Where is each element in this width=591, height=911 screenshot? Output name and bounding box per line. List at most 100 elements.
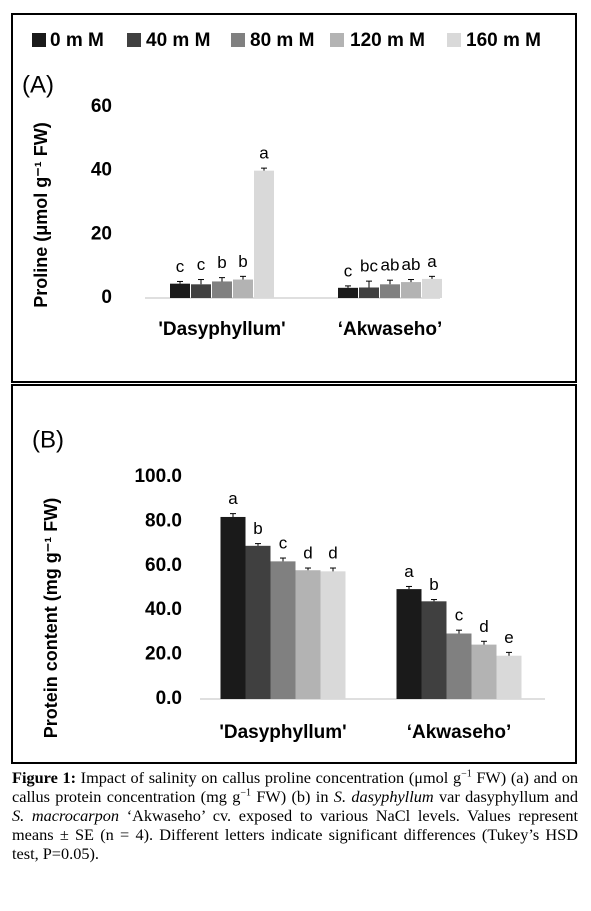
y-tick-label: 60.0 xyxy=(145,555,182,576)
bar xyxy=(270,561,296,699)
error-bar xyxy=(345,285,351,288)
significance-letter: b xyxy=(217,253,226,272)
significance-letter: ab xyxy=(381,256,400,275)
legend-label: 80 m M xyxy=(250,30,314,51)
panel-frame xyxy=(11,13,577,383)
legend-swatch xyxy=(32,33,46,47)
caption-text: S. macrocarpon xyxy=(12,806,120,825)
bar xyxy=(320,571,346,699)
significance-letter: b xyxy=(238,252,247,271)
y-tick-label: 60 xyxy=(91,96,112,117)
significance-letter: a xyxy=(228,489,238,508)
significance-letter: d xyxy=(479,617,488,636)
error-bar xyxy=(431,599,437,602)
bar xyxy=(359,287,379,298)
error-bar xyxy=(456,629,462,634)
bar xyxy=(496,655,522,699)
legend-label: 160 m M xyxy=(466,30,541,51)
significance-letter: bc xyxy=(360,257,378,276)
x-tick-label: ‘Akwaseho’ xyxy=(338,319,443,340)
error-bar xyxy=(255,543,261,546)
y-tick-label: 20 xyxy=(91,223,112,244)
y-tick-label: 40 xyxy=(91,160,112,181)
error-bar xyxy=(330,567,336,572)
significance-letter: a xyxy=(259,144,269,163)
caption-text: −1 xyxy=(240,787,251,799)
caption-text: S. dasyphyllum xyxy=(333,787,434,806)
legend-swatch xyxy=(330,33,344,47)
bar xyxy=(233,279,253,298)
caption-text: FW) (b) in xyxy=(251,787,334,806)
bar xyxy=(212,281,232,298)
significance-letter: c xyxy=(344,261,353,280)
error-bar xyxy=(481,640,487,645)
y-tick-label: 40.0 xyxy=(145,599,182,620)
error-bar xyxy=(261,167,267,171)
legend-swatch xyxy=(447,33,461,47)
legend-label: 0 m M xyxy=(50,30,104,51)
x-tick-label: 'Dasyphyllum' xyxy=(158,319,285,340)
panel-frame xyxy=(11,384,577,764)
caption-text: Figure 1: xyxy=(12,768,77,787)
significance-letter: c xyxy=(176,257,185,276)
error-bar xyxy=(366,280,372,288)
legend-label: 120 m M xyxy=(350,30,425,51)
bar xyxy=(422,278,442,298)
panel-label: (A) xyxy=(22,71,54,98)
error-bar xyxy=(305,567,311,571)
error-bar xyxy=(219,277,225,282)
legend-swatch xyxy=(231,33,245,47)
error-bar xyxy=(429,275,435,279)
bar xyxy=(220,516,246,699)
error-bar xyxy=(408,279,414,283)
significance-letter: c xyxy=(279,534,288,553)
significance-letter: d xyxy=(328,544,337,563)
bar xyxy=(295,570,321,699)
panel-label: (B) xyxy=(32,426,64,453)
y-tick-label: 0.0 xyxy=(156,688,182,709)
caption-text: FW) (a) and on callus protein concentrat… xyxy=(12,768,578,806)
caption-text: −1 xyxy=(461,768,472,780)
bar xyxy=(245,545,271,699)
error-bar xyxy=(230,513,236,517)
error-bar xyxy=(506,651,512,656)
significance-letter: d xyxy=(303,544,312,563)
y-axis-title: Protein content (mg g⁻¹ FW) xyxy=(41,498,61,738)
caption-text: Impact of salinity on callus proline con… xyxy=(76,768,462,787)
significance-letter: b xyxy=(429,575,438,594)
error-bar xyxy=(240,275,246,280)
y-tick-label: 0 xyxy=(101,287,112,308)
caption-text: ‘Akwaseho’ cv. exposed to various NaCl l… xyxy=(12,806,578,863)
bar xyxy=(471,644,497,699)
x-tick-label: ‘Akwaseho’ xyxy=(407,722,512,743)
significance-letter: c xyxy=(455,606,464,625)
bar xyxy=(380,284,400,298)
error-bar xyxy=(387,279,393,285)
y-tick-label: 100.0 xyxy=(134,466,182,487)
bar xyxy=(170,283,190,298)
significance-letter: a xyxy=(404,562,414,581)
legend-label: 40 m M xyxy=(146,30,210,51)
bar xyxy=(254,170,274,298)
error-bar xyxy=(177,280,183,284)
error-bar xyxy=(198,279,204,285)
bar xyxy=(396,589,422,699)
bar xyxy=(401,282,421,298)
error-bar xyxy=(280,557,286,562)
significance-letter: a xyxy=(427,252,437,271)
bar xyxy=(191,284,211,298)
caption-text: var dasyphyllum and xyxy=(433,787,579,806)
y-axis-title: Proline (μmol g⁻¹ FW) xyxy=(31,122,51,308)
significance-letter: e xyxy=(504,628,513,647)
y-tick-label: 20.0 xyxy=(145,644,182,665)
figure: 0 m M 40 m M 80 m M 120 m M 160 m M (A) Prolin… xyxy=(11,13,577,764)
bar xyxy=(446,633,472,699)
bar xyxy=(338,287,358,298)
legend-swatch xyxy=(127,33,141,47)
significance-letter: ab xyxy=(402,255,421,274)
bar xyxy=(421,601,447,699)
error-bar xyxy=(406,585,412,590)
y-tick-label: 80.0 xyxy=(145,510,182,531)
significance-letter: c xyxy=(197,255,206,274)
